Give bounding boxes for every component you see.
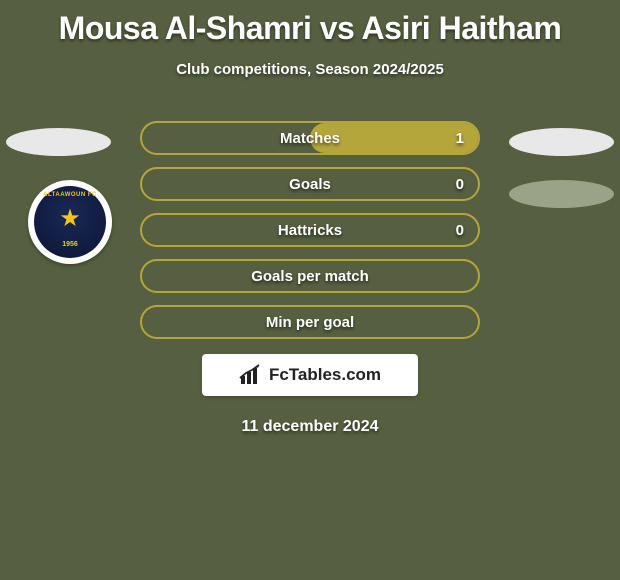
stat-pill: Goals per match <box>140 259 480 293</box>
stat-row-goals: Goals 0 <box>0 166 620 202</box>
stat-pill: Matches 1 <box>140 121 480 155</box>
comparison-title: Mousa Al-Shamri vs Asiri Haitham <box>0 0 620 47</box>
stat-value-right: 0 <box>456 222 464 239</box>
stat-label: Matches <box>280 130 340 147</box>
stat-pill: Goals 0 <box>140 167 480 201</box>
stat-row-goals-per-match: Goals per match <box>0 258 620 294</box>
stat-pill: Hattricks 0 <box>140 213 480 247</box>
stat-row-matches: Matches 1 <box>0 120 620 156</box>
stat-row-hattricks: Hattricks 0 <box>0 212 620 248</box>
stat-label: Goals <box>289 176 331 193</box>
stat-label: Min per goal <box>266 314 354 331</box>
stat-pill: Min per goal <box>140 305 480 339</box>
stat-value-right: 1 <box>456 130 464 147</box>
stats-container: Matches 1 Goals 0 Hattricks 0 Goals per … <box>0 120 620 436</box>
stat-row-min-per-goal: Min per goal <box>0 304 620 340</box>
stat-value-right: 0 <box>456 176 464 193</box>
stat-label: Goals per match <box>251 268 369 285</box>
fctables-logo: FcTables.com <box>202 354 418 396</box>
season-subtitle: Club competitions, Season 2024/2025 <box>0 61 620 78</box>
stat-label: Hattricks <box>278 222 342 239</box>
logo-text: FcTables.com <box>269 365 381 385</box>
bar-chart-icon <box>239 364 265 386</box>
date-text: 11 december 2024 <box>0 418 620 436</box>
